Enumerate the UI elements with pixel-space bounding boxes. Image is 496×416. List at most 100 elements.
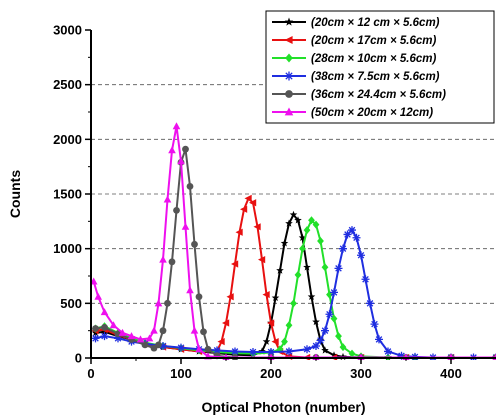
series-2 xyxy=(91,194,496,360)
data-point xyxy=(159,327,167,335)
data-point xyxy=(321,326,329,335)
data-point xyxy=(172,122,181,130)
data-point xyxy=(303,345,311,354)
data-point xyxy=(339,244,347,253)
data-point xyxy=(321,346,329,354)
series-3 xyxy=(92,216,496,360)
data-point xyxy=(154,299,163,307)
y-tick-label: 1000 xyxy=(53,241,82,256)
data-point xyxy=(240,205,248,213)
data-point xyxy=(118,328,127,336)
data-point xyxy=(294,270,302,279)
y-tick-label: 1500 xyxy=(53,187,82,202)
data-point xyxy=(339,343,347,352)
data-point xyxy=(312,220,320,229)
data-point xyxy=(231,347,239,356)
data-point xyxy=(195,293,203,301)
data-point xyxy=(253,223,261,231)
legend-item: (38cm × 7.5cm × 5.6cm) xyxy=(272,71,440,83)
data-point xyxy=(357,251,365,260)
data-point xyxy=(326,290,333,299)
data-point xyxy=(191,240,198,248)
data-point xyxy=(343,230,352,239)
data-point xyxy=(352,233,361,242)
data-point xyxy=(150,326,158,334)
data-point xyxy=(91,334,100,343)
series-6 xyxy=(91,122,496,360)
data-point xyxy=(262,290,270,299)
x-axis-title: Optical Photon (number) xyxy=(201,399,365,415)
data-point xyxy=(285,219,293,227)
data-point xyxy=(94,292,102,300)
series-5 xyxy=(92,145,496,360)
legend-label: (20cm × 12 cm × 5.6cm) xyxy=(311,17,440,29)
data-point xyxy=(303,226,311,235)
data-point xyxy=(141,341,149,349)
data-point xyxy=(370,320,379,329)
legend-item: (20cm × 17cm × 5.6cm) xyxy=(272,35,436,47)
data-point xyxy=(136,335,145,343)
data-point xyxy=(231,260,239,268)
data-point xyxy=(186,182,194,190)
data-point xyxy=(195,345,203,353)
data-point xyxy=(164,299,171,307)
data-point xyxy=(235,228,243,236)
legend-marker xyxy=(284,71,294,81)
data-point xyxy=(330,351,338,359)
data-point xyxy=(177,343,185,352)
data-point xyxy=(182,145,189,153)
data-point xyxy=(271,338,279,346)
data-point xyxy=(249,347,257,356)
y-tick-label: 500 xyxy=(60,296,82,311)
data-point xyxy=(226,293,234,301)
y-tick-label: 2500 xyxy=(53,77,82,92)
data-point xyxy=(330,314,338,323)
data-point xyxy=(267,319,275,327)
data-point xyxy=(101,323,108,331)
data-point xyxy=(299,244,306,253)
legend-marker xyxy=(285,90,293,98)
data-point xyxy=(298,233,307,241)
data-point xyxy=(181,222,190,230)
data-point xyxy=(312,317,320,326)
data-point xyxy=(173,207,180,214)
legend-box xyxy=(265,10,495,124)
data-point xyxy=(145,334,154,342)
data-point xyxy=(348,349,356,358)
data-point xyxy=(276,345,284,354)
data-point xyxy=(276,266,284,274)
legend-label: (38cm × 7.5cm × 5.6cm) xyxy=(311,71,440,83)
legend-marker xyxy=(284,17,294,26)
data-point xyxy=(330,288,338,297)
data-point xyxy=(335,332,342,341)
legend-item: (50cm × 20cm × 12cm) xyxy=(272,107,433,119)
legend-item: (36cm × 24.4cm × 5.6cm) xyxy=(272,89,446,101)
legend-marker xyxy=(284,35,293,45)
data-point xyxy=(168,258,176,266)
data-point xyxy=(312,341,320,350)
data-point xyxy=(325,310,334,319)
series-line xyxy=(92,126,496,359)
data-point xyxy=(267,347,275,356)
data-point xyxy=(258,256,266,264)
x-tick-label: 100 xyxy=(170,366,192,381)
series-line xyxy=(95,218,496,359)
data-point xyxy=(366,299,374,308)
legend: (20cm × 12 cm × 5.6cm) (20cm × 17cm × 5.6… xyxy=(265,10,495,124)
data-point xyxy=(289,210,298,219)
data-point xyxy=(91,277,98,285)
data-point xyxy=(204,345,212,353)
data-point xyxy=(321,263,329,272)
data-point xyxy=(114,334,122,343)
y-tick-label: 0 xyxy=(75,351,82,366)
legend-label: (20cm × 17cm × 5.6cm) xyxy=(311,35,436,47)
data-point xyxy=(127,332,136,340)
x-tick-label: 0 xyxy=(87,366,94,381)
data-point xyxy=(285,347,293,356)
data-point xyxy=(307,292,316,301)
legend-marker xyxy=(285,53,293,63)
data-point xyxy=(168,146,176,154)
data-point xyxy=(348,226,356,235)
data-point xyxy=(384,347,392,356)
data-point xyxy=(271,293,280,302)
